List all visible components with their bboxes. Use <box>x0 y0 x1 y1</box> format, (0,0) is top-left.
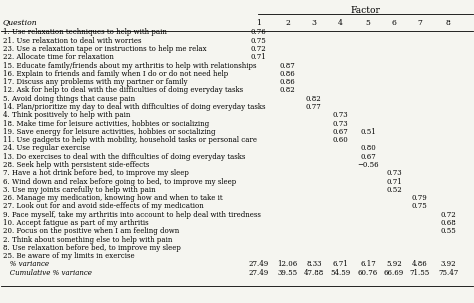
Text: 54.59: 54.59 <box>330 269 351 277</box>
Text: 0.68: 0.68 <box>440 219 456 227</box>
Text: 3.92: 3.92 <box>440 261 456 268</box>
Text: 22. Allocate time for relaxation: 22. Allocate time for relaxation <box>3 53 114 61</box>
Text: 8.33: 8.33 <box>306 261 321 268</box>
Text: 0.75: 0.75 <box>412 202 428 211</box>
Text: 66.69: 66.69 <box>384 269 404 277</box>
Text: 23. Use a relaxation tape or instructions to help me relax: 23. Use a relaxation tape or instruction… <box>3 45 207 53</box>
Text: 2. Think about something else to help with pain: 2. Think about something else to help wi… <box>3 236 172 244</box>
Text: 15. Educate family/friends about my arthritis to help with relationships: 15. Educate family/friends about my arth… <box>3 62 256 70</box>
Text: 16. Explain to friends and family when I do or do not need help: 16. Explain to friends and family when I… <box>3 70 228 78</box>
Text: 28. Seek help with persistent side-effects: 28. Seek help with persistent side-effec… <box>3 161 149 169</box>
Text: 12.06: 12.06 <box>277 261 298 268</box>
Text: 8. Use relaxation before bed, to improve my sleep: 8. Use relaxation before bed, to improve… <box>3 244 181 252</box>
Text: 4. Think positively to help with pain: 4. Think positively to help with pain <box>3 111 130 119</box>
Text: 0.82: 0.82 <box>306 95 322 103</box>
Text: 0.82: 0.82 <box>280 86 295 95</box>
Text: 6.17: 6.17 <box>360 261 376 268</box>
Text: 25. Be aware of my limits in exercise: 25. Be aware of my limits in exercise <box>3 252 135 260</box>
Text: 5: 5 <box>365 19 371 27</box>
Text: 7. Have a hot drink before bed, to improve my sleep: 7. Have a hot drink before bed, to impro… <box>3 169 189 177</box>
Text: 17. Discuss any problems with my partner or family: 17. Discuss any problems with my partner… <box>3 78 187 86</box>
Text: 0.86: 0.86 <box>280 78 295 86</box>
Text: 12. Ask for help to deal with the difficulties of doing everyday tasks: 12. Ask for help to deal with the diffic… <box>3 86 243 95</box>
Text: 24. Use regular exercise: 24. Use regular exercise <box>3 145 90 152</box>
Text: 0.73: 0.73 <box>333 111 348 119</box>
Text: Question: Question <box>3 19 37 27</box>
Text: 0.72: 0.72 <box>250 45 266 53</box>
Text: 0.73: 0.73 <box>386 169 402 177</box>
Text: 0.79: 0.79 <box>412 194 428 202</box>
Text: 47.88: 47.88 <box>304 269 324 277</box>
Text: 1. Use relaxation techniques to help with pain: 1. Use relaxation techniques to help wit… <box>3 28 167 36</box>
Text: 19. Save energy for leisure activities, hobbies or socializing: 19. Save energy for leisure activities, … <box>3 128 215 136</box>
Text: 0.72: 0.72 <box>440 211 456 219</box>
Text: 0.71: 0.71 <box>250 53 266 61</box>
Text: 0.51: 0.51 <box>360 128 376 136</box>
Text: 7: 7 <box>418 19 422 27</box>
Text: 5. Avoid doing things that cause pain: 5. Avoid doing things that cause pain <box>3 95 135 103</box>
Text: 1: 1 <box>256 19 261 27</box>
Text: 27. Look out for and avoid side-effects of my medication: 27. Look out for and avoid side-effects … <box>3 202 203 211</box>
Text: 0.75: 0.75 <box>250 37 266 45</box>
Text: 3. Use my joints carefully to help with pain: 3. Use my joints carefully to help with … <box>3 186 155 194</box>
Text: 4: 4 <box>338 19 343 27</box>
Text: 0.55: 0.55 <box>440 227 456 235</box>
Text: −0.56: −0.56 <box>357 161 379 169</box>
Text: 2: 2 <box>285 19 290 27</box>
Text: 13. Do exercises to deal with the difficulties of doing everyday tasks: 13. Do exercises to deal with the diffic… <box>3 153 245 161</box>
Text: 20. Focus on the positive when I am feeling down: 20. Focus on the positive when I am feel… <box>3 227 179 235</box>
Text: 0.86: 0.86 <box>280 70 295 78</box>
Text: 6: 6 <box>392 19 396 27</box>
Text: 5.92: 5.92 <box>386 261 402 268</box>
Text: Cumulative % variance: Cumulative % variance <box>3 269 91 277</box>
Text: 0.67: 0.67 <box>333 128 348 136</box>
Text: 39.55: 39.55 <box>277 269 298 277</box>
Text: 27.49: 27.49 <box>248 261 268 268</box>
Text: 0.73: 0.73 <box>333 120 348 128</box>
Text: 0.76: 0.76 <box>250 28 266 36</box>
Text: 10. Accept fatigue as part of my arthritis: 10. Accept fatigue as part of my arthrit… <box>3 219 148 227</box>
Text: 18. Make time for leisure activities, hobbies or socializing: 18. Make time for leisure activities, ho… <box>3 120 209 128</box>
Text: 0.71: 0.71 <box>386 178 402 186</box>
Text: 3: 3 <box>311 19 316 27</box>
Text: 9. Pace myself, take my arthritis into account to help deal with tiredness: 9. Pace myself, take my arthritis into a… <box>3 211 261 219</box>
Text: 6. Wind down and relax before going to bed, to improve my sleep: 6. Wind down and relax before going to b… <box>3 178 236 186</box>
Text: 0.60: 0.60 <box>333 136 348 144</box>
Text: 11. Use gadgets to help with mobility, household tasks or personal care: 11. Use gadgets to help with mobility, h… <box>3 136 257 144</box>
Text: % variance: % variance <box>3 261 49 268</box>
Text: 8: 8 <box>446 19 451 27</box>
Text: 60.76: 60.76 <box>358 269 378 277</box>
Text: 14. Plan/prioritize my day to deal with difficulties of doing everyday tasks: 14. Plan/prioritize my day to deal with … <box>3 103 265 111</box>
Text: 4.86: 4.86 <box>412 261 428 268</box>
Text: 75.47: 75.47 <box>438 269 458 277</box>
Text: 0.87: 0.87 <box>280 62 295 70</box>
Text: 0.77: 0.77 <box>306 103 322 111</box>
Text: 0.80: 0.80 <box>360 145 376 152</box>
Text: 71.55: 71.55 <box>410 269 430 277</box>
Text: 27.49: 27.49 <box>248 269 268 277</box>
Text: 26. Manage my medication, knowing how and when to take it: 26. Manage my medication, knowing how an… <box>3 194 222 202</box>
Text: Factor: Factor <box>350 6 380 15</box>
Text: 0.67: 0.67 <box>360 153 376 161</box>
Text: 21. Use relaxation to deal with worries: 21. Use relaxation to deal with worries <box>3 37 141 45</box>
Text: 6.71: 6.71 <box>333 261 348 268</box>
Text: 0.52: 0.52 <box>386 186 402 194</box>
